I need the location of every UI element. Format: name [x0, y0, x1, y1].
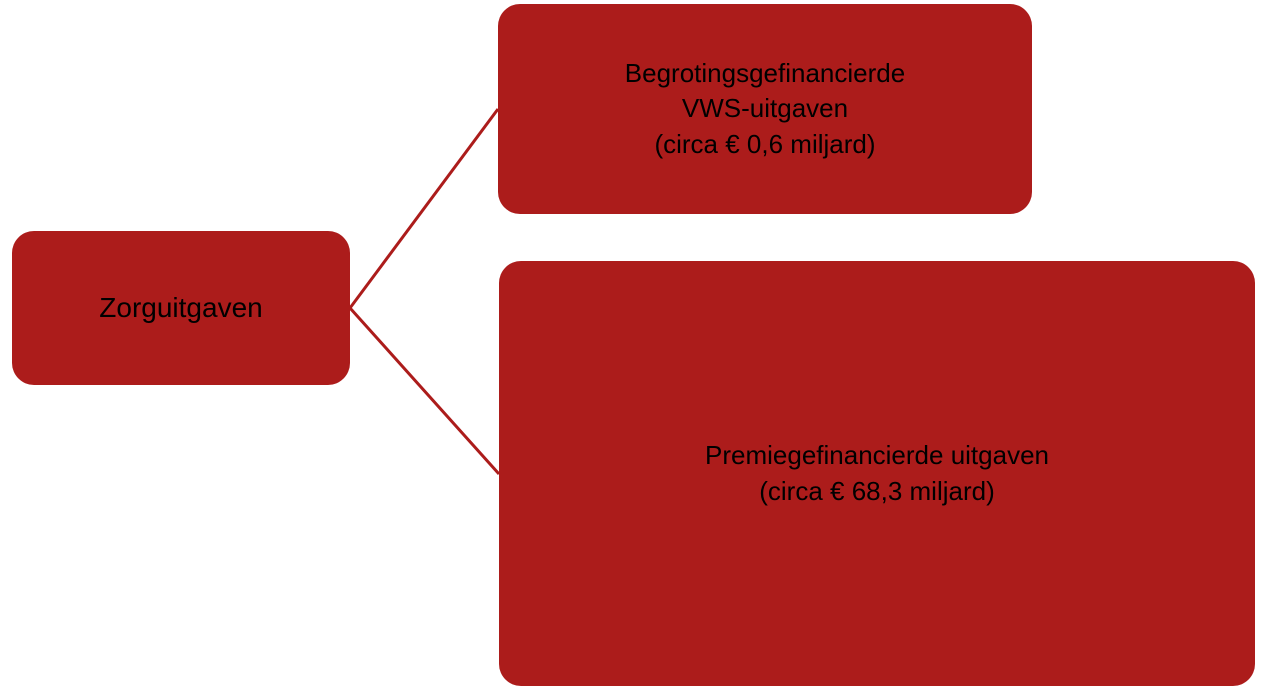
diagram-canvas: Zorguitgaven Begrotingsgefinancierde VWS…	[0, 0, 1269, 689]
node-child-bottom: Premiegefinancierde uitgaven (circa € 68…	[499, 261, 1255, 686]
node-child-top-label: Begrotingsgefinancierde VWS-uitgaven (ci…	[625, 56, 905, 161]
node-child-top-line-0: Begrotingsgefinancierde	[625, 56, 905, 91]
node-root-label: Zorguitgaven	[99, 289, 262, 327]
node-child-top-line-2: (circa € 0,6 miljard)	[654, 127, 875, 162]
node-child-bottom-line-1: (circa € 68,3 miljard)	[759, 474, 995, 509]
node-child-top-line-1: VWS-uitgaven	[682, 91, 848, 126]
edge-root-to-top	[350, 109, 498, 308]
node-root-line-0: Zorguitgaven	[99, 289, 262, 327]
node-child-bottom-line-0: Premiegefinancierde uitgaven	[705, 438, 1049, 473]
edge-root-to-bottom	[350, 308, 499, 474]
node-child-bottom-label: Premiegefinancierde uitgaven (circa € 68…	[705, 438, 1049, 508]
node-child-top: Begrotingsgefinancierde VWS-uitgaven (ci…	[498, 4, 1032, 214]
node-root: Zorguitgaven	[12, 231, 350, 385]
